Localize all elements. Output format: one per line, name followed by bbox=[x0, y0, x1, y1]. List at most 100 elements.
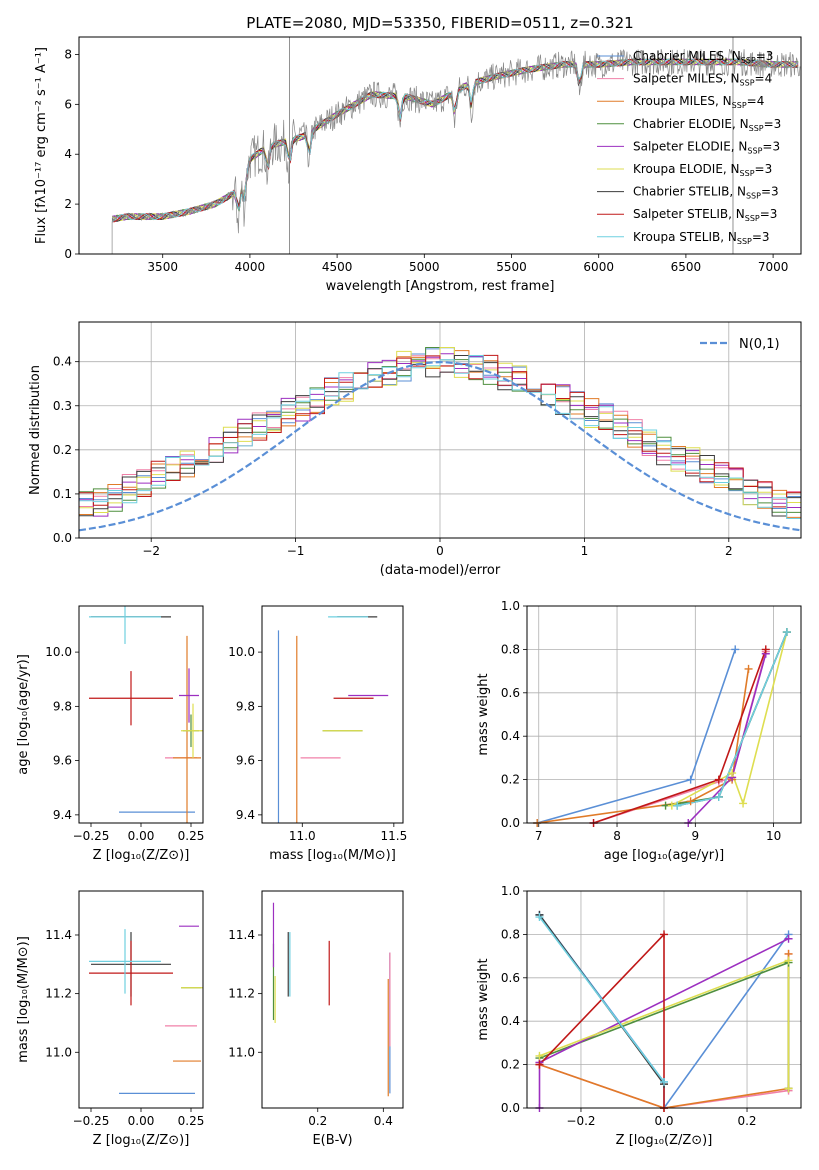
y-tick-label: 9.4 bbox=[53, 808, 72, 822]
x-tick-label: 9 bbox=[691, 829, 699, 843]
axes-frame bbox=[261, 890, 404, 1109]
y-tick-label: 0.0 bbox=[501, 816, 520, 830]
panel-age_vs_Z: −0.25 0.00 0.25 9.4 9.6 9.8 10.0 Z [log₁₀(Z/Z⊙)… bbox=[16, 605, 204, 863]
y-tick-label: 0.4 bbox=[501, 1014, 520, 1028]
x-axis-label: Z [log₁₀(Z/Z⊙)] bbox=[616, 1133, 713, 1148]
plot-area bbox=[111, 37, 801, 254]
weight-marker-salpeter_stelib bbox=[761, 645, 770, 654]
y-tick-label: 0.2 bbox=[501, 1058, 520, 1072]
y-tick-label: 0.4 bbox=[501, 729, 520, 743]
x-tick-label: 11.0 bbox=[289, 829, 316, 843]
y-tick-label: 0.0 bbox=[501, 1101, 520, 1115]
legend-label-chabrier_stelib: Chabrier STELIB, NSSP=3 bbox=[633, 185, 779, 201]
histogram-step-chabrier_elodie bbox=[79, 347, 801, 524]
legend: Chabrier MILES, NSSP=3 Salpeter MILES, NS… bbox=[597, 49, 781, 246]
x-axis-label: Z [log₁₀(Z/Z⊙)] bbox=[93, 848, 190, 863]
x-tick-label: −0.25 bbox=[73, 829, 110, 843]
data-spectrum-line bbox=[111, 48, 801, 254]
y-tick-label: 0.8 bbox=[501, 642, 520, 656]
x-tick-label: 0.0 bbox=[654, 1114, 673, 1128]
histogram-step-salpeter_stelib bbox=[79, 354, 801, 523]
weight-marker-chabrier_miles bbox=[686, 775, 695, 784]
axes-frame bbox=[261, 605, 404, 824]
y-tick-label: 0.1 bbox=[53, 487, 72, 501]
legend: N(0,1) bbox=[700, 337, 780, 352]
y-tick-label: 0.2 bbox=[53, 443, 72, 457]
panel-mass_vs_Z: −0.25 0.00 0.25 11.0 11.2 11.4 Z [log₁₀(Z/Z⊙)]… bbox=[16, 890, 205, 1148]
y-tick-label: 10.0 bbox=[228, 645, 255, 659]
y-tick-label: 11.2 bbox=[228, 987, 255, 1001]
histogram-step-salpeter_miles bbox=[79, 355, 801, 524]
y-tick-label: 6 bbox=[64, 97, 72, 111]
y-tick-label: 1.0 bbox=[501, 884, 520, 898]
y-tick-label: 11.4 bbox=[45, 928, 72, 942]
y-axis-label: mass [log₁₀(M/M⊙)] bbox=[16, 936, 31, 1063]
y-tick-label: 1.0 bbox=[501, 599, 520, 613]
y-axis-label: mass weight bbox=[476, 958, 491, 1040]
weight-line-kroupa_miles bbox=[537, 668, 750, 823]
axes-frame bbox=[526, 890, 802, 1109]
plot-area bbox=[89, 925, 203, 1094]
weight-marker-kroupa_stelib bbox=[660, 1077, 668, 1086]
x-tick-label: 4500 bbox=[322, 260, 353, 274]
y-tick-label: 0.4 bbox=[53, 355, 72, 369]
x-tick-label: 3500 bbox=[147, 260, 178, 274]
x-tick-label: 0.25 bbox=[178, 1114, 205, 1128]
model-line-kroupa_stelib bbox=[111, 58, 799, 223]
weight-line-kroupa_elodie bbox=[671, 631, 788, 807]
weight-marker-salpeter_stelib bbox=[714, 775, 723, 784]
x-tick-label: 0.00 bbox=[128, 1114, 155, 1128]
panel-residual_histogram: −2 −1 0 1 2 0.0 0.1 0.2 0.3 0.4 (data-model)/error… bbox=[28, 321, 802, 578]
x-axis-label: age [log₁₀(age/yr)] bbox=[604, 848, 725, 863]
plot-area bbox=[272, 902, 391, 1097]
legend-label-salpeter_elodie: Salpeter ELODIE, NSSP=3 bbox=[633, 139, 780, 155]
x-axis-label: (data-model)/error bbox=[380, 563, 501, 578]
weight-line-kroupa_stelib bbox=[538, 916, 665, 1083]
plot-area bbox=[536, 631, 788, 823]
x-axis-label: Z [log₁₀(Z/Z⊙)] bbox=[93, 1133, 190, 1148]
y-tick-label: 0.8 bbox=[501, 927, 520, 941]
x-tick-label: 5500 bbox=[496, 260, 527, 274]
y-tick-label: 11.0 bbox=[228, 1045, 255, 1059]
panel-spectrum: 3500 4000 4500 5000 5500 6000 6500 7000 0 2 4 6 8 wav… bbox=[34, 36, 802, 294]
legend-label-kroupa_elodie: Kroupa ELODIE, NSSP=3 bbox=[633, 162, 772, 178]
y-tick-label: 0.6 bbox=[501, 971, 520, 985]
legend-label-salpeter_stelib: Salpeter STELIB, NSSP=3 bbox=[633, 207, 777, 223]
legend-label-chabrier_miles: Chabrier MILES, NSSP=3 bbox=[633, 49, 773, 65]
y-tick-label: 0 bbox=[64, 247, 72, 261]
panel-age_vs_mass: 11.0 11.5 9.4 9.6 9.8 10.0 mass [log₁₀(M/M⊙)] bbox=[228, 605, 407, 863]
legend-label-kroupa_miles: Kroupa MILES, NSSP=4 bbox=[633, 94, 764, 110]
x-tick-label: 8 bbox=[613, 829, 621, 843]
plot-area bbox=[89, 606, 203, 823]
x-tick-label: 6500 bbox=[671, 260, 702, 274]
y-tick-label: 0.3 bbox=[53, 399, 72, 413]
histogram-step-kroupa_stelib bbox=[79, 355, 801, 523]
y-axis-label: mass weight bbox=[476, 673, 491, 755]
y-axis-label: age [log₁₀(age/yr)] bbox=[16, 654, 31, 775]
weight-marker-salpeter_elodie bbox=[784, 934, 793, 943]
panel-mass_weight_vs_age: 7 8 9 10 0.0 0.2 0.4 0.6 0.8 1.0 age [log₁₀(age/yr… bbox=[476, 599, 802, 863]
axes-frame bbox=[78, 890, 204, 1109]
weight-marker-kroupa_stelib bbox=[714, 792, 723, 801]
weight-marker-kroupa_elodie bbox=[728, 769, 737, 778]
x-tick-label: 0 bbox=[436, 544, 444, 558]
weight-marker-kroupa_miles bbox=[744, 664, 753, 673]
y-tick-label: 11.2 bbox=[45, 987, 72, 1001]
x-tick-label: 6000 bbox=[583, 260, 614, 274]
gaussian-curve bbox=[79, 360, 801, 532]
y-tick-label: 11.4 bbox=[228, 928, 255, 942]
legend-label-chabrier_elodie: Chabrier ELODIE, NSSP=3 bbox=[633, 117, 781, 133]
histogram-step-chabrier_stelib bbox=[79, 355, 801, 523]
y-tick-label: 4 bbox=[64, 147, 72, 161]
y-axis-label: Normed distribution bbox=[28, 365, 43, 495]
x-tick-label: −2 bbox=[142, 544, 160, 558]
x-tick-label: 4000 bbox=[235, 260, 266, 274]
weight-marker-kroupa_elodie bbox=[739, 799, 748, 808]
plot-area bbox=[277, 616, 389, 823]
axes-frame bbox=[526, 605, 802, 824]
y-tick-label: 9.6 bbox=[236, 754, 255, 768]
panel-mass_weight_vs_Z: −0.2 0.0 0.2 0.0 0.2 0.4 0.6 0.8 1.0 Z [log₁₀(Z/Z… bbox=[476, 884, 802, 1148]
weight-marker-salpeter_stelib bbox=[660, 930, 668, 939]
y-tick-label: 2 bbox=[64, 197, 72, 211]
